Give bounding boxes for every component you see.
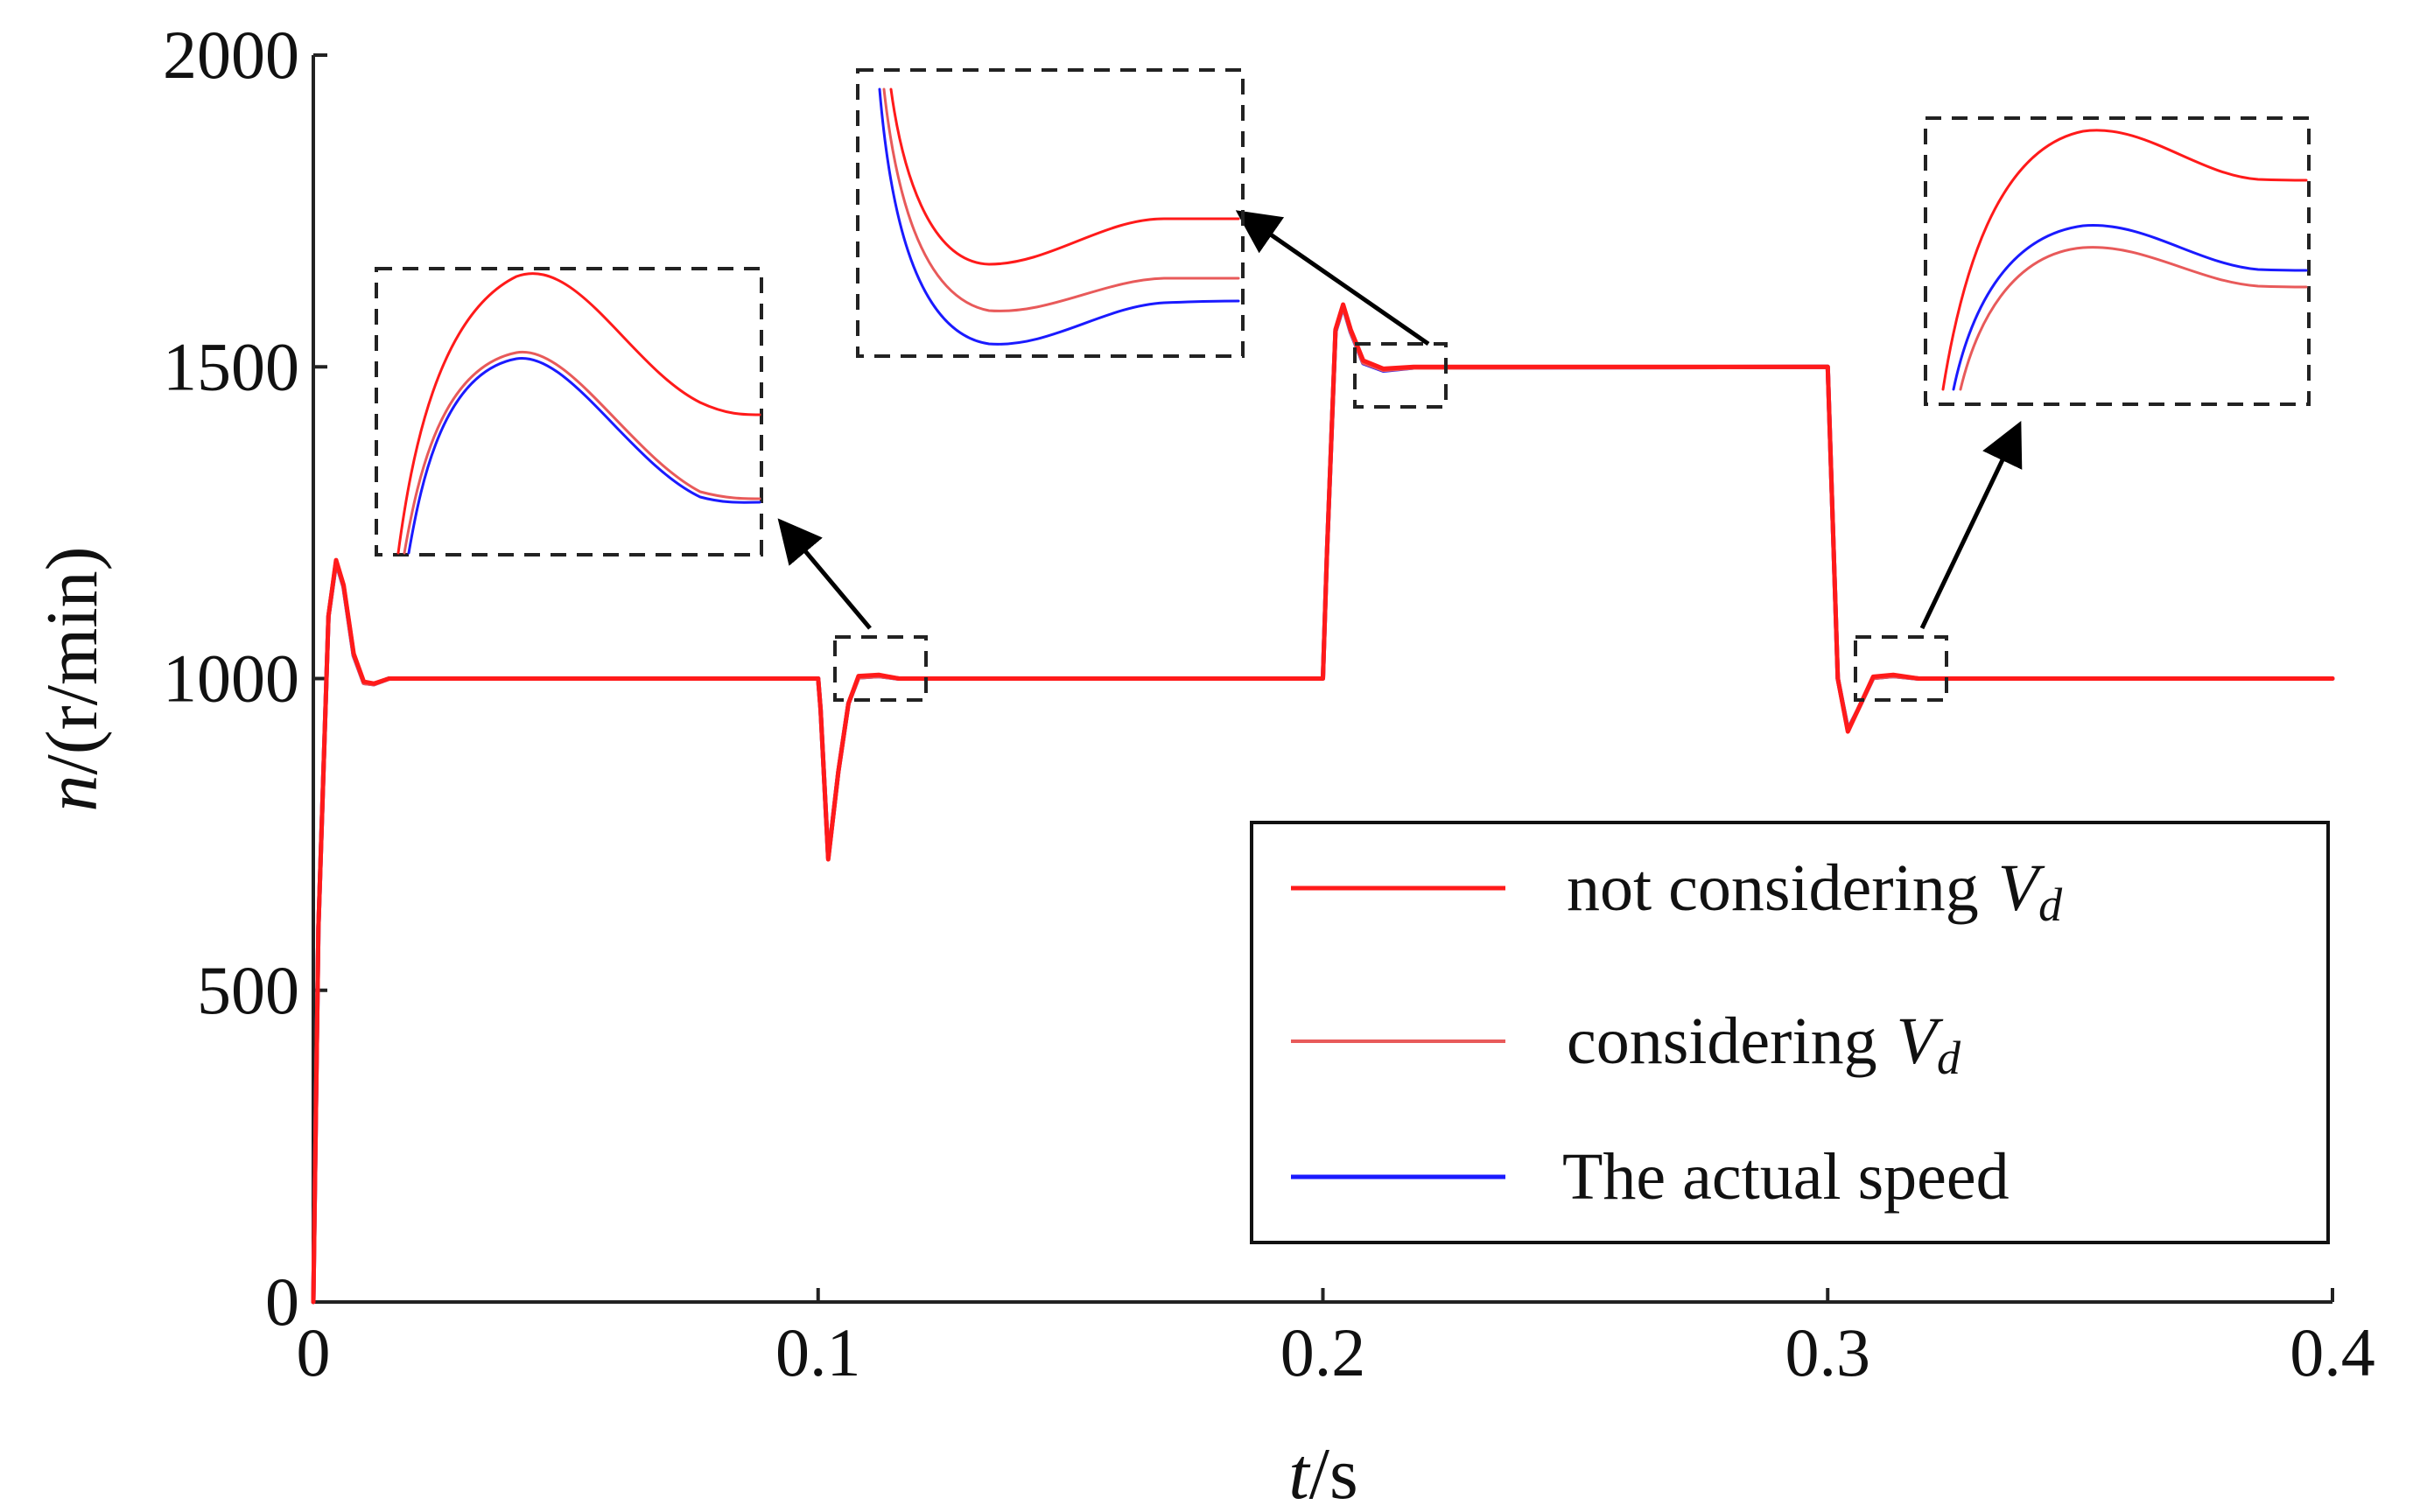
zoom-arrow-2 [1235,210,1430,346]
zoom-arrow-1 [777,518,872,630]
x-tick-label: 0.2 [1280,1314,1366,1390]
inset-1-curve-not-considering [396,272,761,555]
y-axis-title-unit: /(r/min) [32,546,113,774]
y-tick-label: 500 [197,952,299,1028]
legend-label-not-considering-sub: d [2038,878,2063,931]
inset-1-curve-actual [407,357,761,555]
inset-box-3 [1924,116,2311,406]
x-tick-label: 0 [297,1314,331,1390]
legend-label-not-considering-text: not considering [1567,851,1979,925]
y-tick-label: 2000 [163,17,299,93]
legend-label-not-considering: not considering Vd [1567,851,2063,931]
x-tick-label: 0.1 [775,1314,861,1390]
y-tick-label: 0 [265,1264,299,1340]
zoom-region-box-2 [1353,342,1448,409]
y-ticks: 0 500 1000 1500 2000 [163,17,327,1340]
inset-3-curve-not-considering [1941,129,2308,391]
inset-box-1 [375,267,763,556]
y-axis-title-var: n [32,775,113,812]
inset-2-curve-considering [882,88,1240,312]
y-axis-title: n/(r/min) [32,546,113,811]
legend-label-considering-text: considering [1567,1004,1877,1078]
zoom-arrow-3 [1919,420,2023,630]
x-ticks: 0 0.1 0.2 0.3 0.4 [297,1288,2375,1390]
y-tick-label: 1000 [163,640,299,717]
inset-2 [856,68,1245,358]
inset-3-curve-considering [1959,246,2308,391]
legend-label-not-considering-var: V [1998,851,2045,925]
legend-label-actual-speed: The actual speed [1562,1140,2010,1214]
zoom-region-box-1 [833,635,928,702]
x-tick-label: 0.4 [2290,1314,2375,1390]
legend-label-considering: considering Vd [1567,1004,1961,1084]
inset-1-curve-considering [403,350,761,555]
inset-3-curve-actual [1952,224,2308,391]
legend-label-considering-var: V [1897,1004,1944,1078]
inset-1 [375,267,763,556]
inset-box-2 [856,68,1245,358]
x-axis-title-var: t [1288,1433,1311,1512]
y-tick-label: 1500 [163,328,299,404]
legend: not considering Vd considering Vd The actu… [1250,821,2330,1244]
inset-3 [1924,116,2311,406]
x-tick-label: 0.3 [1785,1314,1871,1390]
inset-2-curve-actual [878,88,1240,346]
legend-box [1250,821,2330,1244]
series-line-not-considering [311,302,2335,1305]
zoom-region-box-3 [1854,635,1948,702]
legend-label-considering-sub: d [1937,1032,1961,1084]
x-axis-title: t/s [1288,1433,1357,1512]
inset-2-curve-not-considering [889,88,1240,266]
x-axis-title-unit: /s [1309,1433,1358,1512]
series-group [311,302,2335,1305]
